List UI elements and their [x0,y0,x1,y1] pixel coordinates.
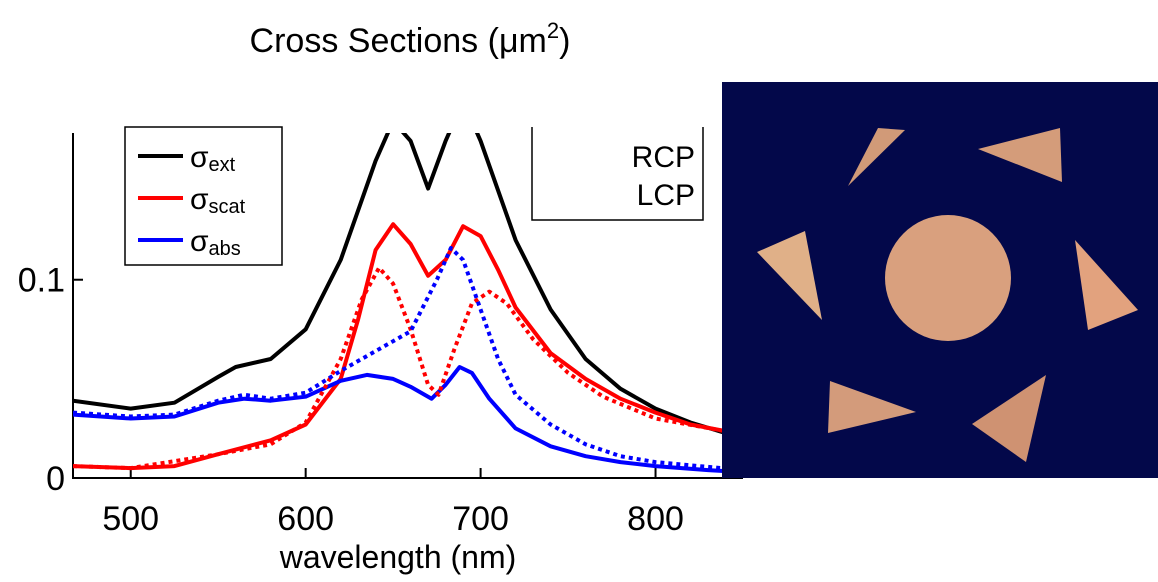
title-text: Cross Sections (μm [250,22,547,60]
legend-subscript: ext [209,154,236,176]
style-legend-label: LCP [637,179,695,212]
legend-label: σext [190,141,236,176]
x-tick-label: 600 [277,500,334,538]
legend-label: σabs [190,225,241,260]
photo [722,82,1158,478]
chart-title: Cross Sections (μm2) [250,18,571,60]
legend-subscript: scat [209,196,246,218]
style-legend-label: RCP [632,141,695,174]
legend-subscript: abs [209,238,241,260]
x-tick-label: 700 [452,500,509,538]
title-superscript: 2 [547,18,559,43]
series-line [73,133,743,441]
y-tick-label: 0 [46,460,65,498]
legend-symbol: σ [190,225,209,258]
series-line [73,222,743,471]
title-end: ) [559,22,570,60]
series-line [73,265,743,471]
y-tick-label: 0.1 [18,262,65,300]
x-tick-label: 800 [627,500,684,538]
x-axis-label: wavelength (nm) [279,539,517,575]
series-line [73,365,743,475]
series-group [73,133,743,475]
legend-symbol: σ [190,141,209,174]
legend-label: σscat [190,183,246,218]
style-legend-box [531,127,704,221]
series-line [73,246,743,473]
legend-symbol: σ [190,183,209,216]
x-tick-label: 500 [102,500,159,538]
